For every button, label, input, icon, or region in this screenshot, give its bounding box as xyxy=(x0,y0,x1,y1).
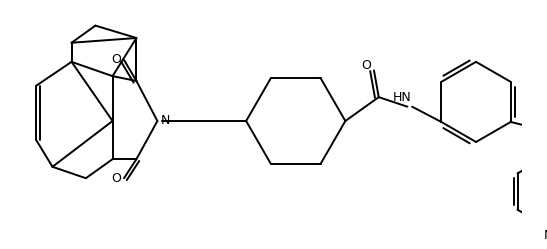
Text: N: N xyxy=(544,229,547,242)
Text: HN: HN xyxy=(393,91,412,104)
Text: O: O xyxy=(112,54,121,66)
Text: N: N xyxy=(160,115,170,127)
Text: O: O xyxy=(362,59,371,72)
Text: O: O xyxy=(112,172,121,185)
